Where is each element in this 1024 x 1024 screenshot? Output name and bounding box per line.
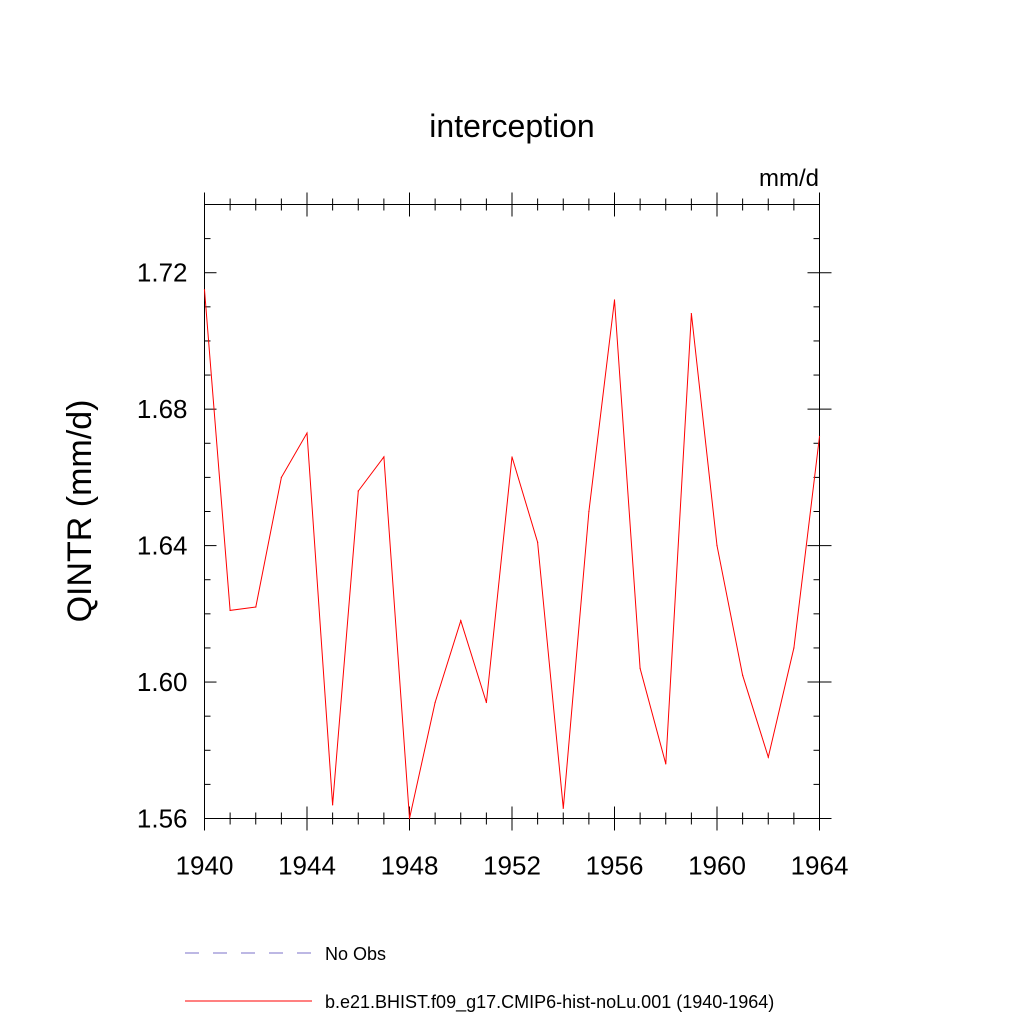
data-point [639,667,641,670]
data-point [280,476,282,478]
x-tick-label: 1940 [176,851,234,881]
series-layer [203,289,821,820]
series-line [204,289,820,819]
data-point [434,701,436,704]
legend: No Obs b.e21.BHIST.f09_g17.CMIP6-hist-no… [185,944,774,1013]
x-tick-label: 1964 [791,851,849,881]
data-point [690,313,692,315]
data-point [203,289,206,291]
data-point [613,299,616,301]
data-point [716,545,718,547]
data-point [793,647,795,649]
data-point [767,756,769,758]
data-point [537,541,539,543]
data-point [485,701,487,704]
data-point [818,435,821,438]
plot-frame [204,204,820,819]
x-tick-labels: 1940 1944 1948 1952 1956 1960 1964 [176,851,849,881]
y-tick-labels: 1.56 1.60 1.64 1.68 1.72 [137,258,188,834]
units-label: mm/d [759,165,819,192]
data-point [229,609,231,612]
data-point [255,606,257,608]
data-point [460,620,462,622]
data-point [562,807,564,809]
legend-label-no-obs: No Obs [325,944,386,964]
data-point [742,674,744,676]
data-point [665,763,667,765]
y-tick-label: 1.60 [137,667,188,697]
x-tick-label: 1956 [586,851,644,881]
data-point [383,456,385,458]
y-tick-label: 1.56 [137,804,188,834]
x-tick-label: 1944 [278,851,336,881]
y-axis [204,204,832,819]
y-axis-label: QINTR (mm/d) [61,400,99,623]
data-point [357,490,359,492]
y-tick-label: 1.64 [137,531,188,561]
data-point [511,456,513,458]
data-point [588,510,590,513]
x-tick-label: 1960 [688,851,746,881]
x-axis [204,192,820,831]
data-point [306,432,308,434]
y-tick-label: 1.68 [137,394,188,424]
legend-label-model-run: b.e21.BHIST.f09_g17.CMIP6-hist-noLu.001 … [325,992,774,1013]
data-point [408,817,411,820]
data-point [332,804,334,806]
y-tick-label: 1.72 [137,258,188,288]
chart-title: interception [429,108,594,144]
x-tick-label: 1952 [483,851,541,881]
x-tick-label: 1948 [381,851,439,881]
